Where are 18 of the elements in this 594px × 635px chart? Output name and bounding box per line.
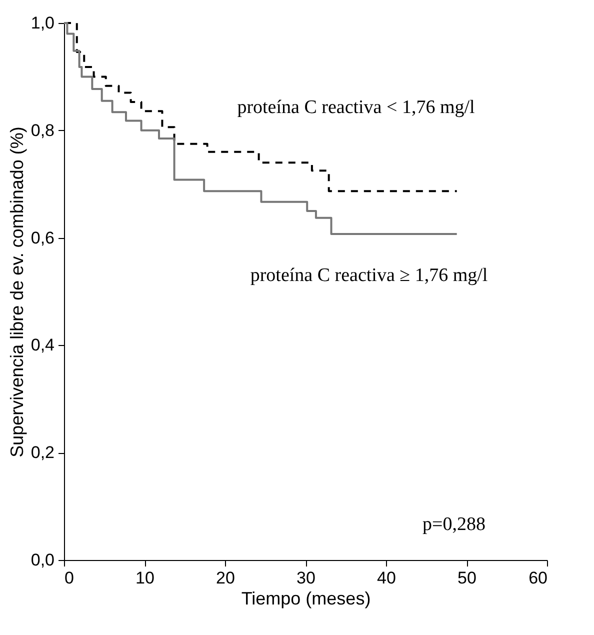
y-tick-label: 0,8 (30, 120, 54, 140)
y-tick-label: 0,2 (30, 443, 54, 462)
annotation: proteína C reactiva ≥ 1,76 mg/l (250, 265, 488, 286)
y-axis-title: Supervivencia libre de ev. combinado (%) (6, 126, 27, 458)
annotation: p=0,288 (422, 514, 486, 535)
annotation: proteína C reactiva < 1,76 mg/l (237, 97, 475, 118)
y-tick-label: 0,0 (30, 550, 54, 570)
y-tick-label: 1,0 (30, 14, 54, 32)
x-tick-label: 0 (64, 568, 74, 588)
x-tick-label: 60 (528, 568, 548, 588)
x-tick-label: 20 (216, 568, 235, 588)
x-tick-label: 10 (136, 568, 154, 588)
y-tick-label: 0,6 (30, 228, 54, 248)
y-tick-label: 0,4 (30, 336, 54, 355)
x-axis-title: Tiempo (meses) (241, 588, 371, 608)
x-tick-label: 40 (377, 568, 396, 588)
x-tick-label: 30 (296, 568, 316, 588)
x-tick-label: 50 (458, 568, 476, 588)
